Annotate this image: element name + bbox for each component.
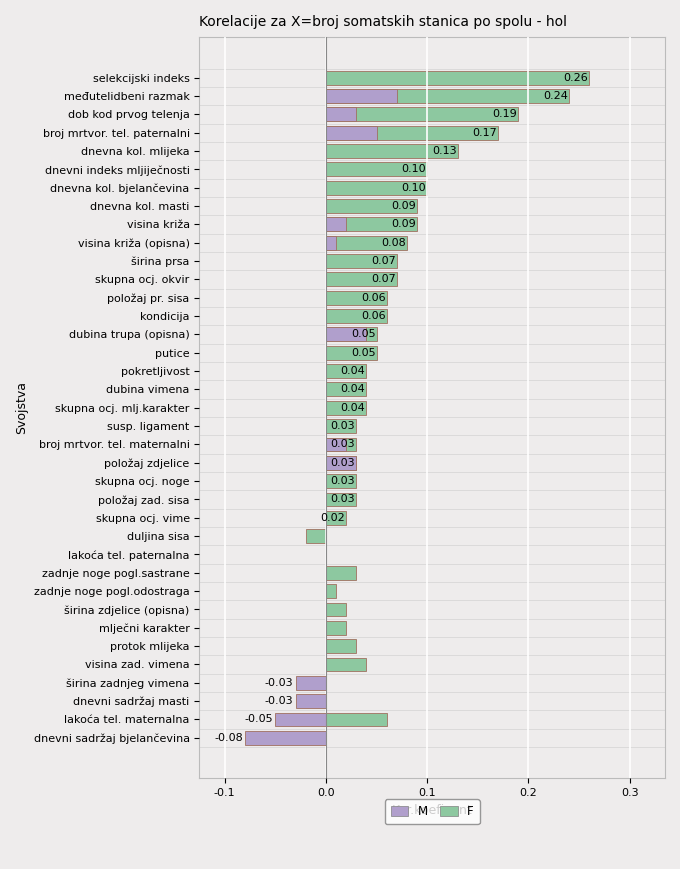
Bar bbox=[326, 456, 356, 469]
Bar bbox=[326, 90, 396, 103]
Bar bbox=[326, 584, 336, 598]
Text: 0.17: 0.17 bbox=[472, 128, 497, 137]
Text: -0.03: -0.03 bbox=[265, 696, 294, 706]
Bar bbox=[326, 401, 367, 415]
Bar bbox=[326, 328, 377, 342]
Text: 0.04: 0.04 bbox=[341, 384, 365, 395]
Legend: M, F: M, F bbox=[385, 799, 479, 825]
Bar bbox=[326, 437, 356, 451]
Text: 0.09: 0.09 bbox=[391, 201, 416, 211]
Text: 0.06: 0.06 bbox=[361, 311, 386, 321]
Text: 0.03: 0.03 bbox=[330, 440, 355, 449]
Bar bbox=[296, 676, 326, 690]
Bar bbox=[326, 291, 387, 304]
Bar bbox=[326, 419, 356, 433]
Bar bbox=[245, 731, 326, 745]
Text: 0.10: 0.10 bbox=[401, 164, 426, 175]
Text: 0.07: 0.07 bbox=[371, 256, 396, 266]
Text: 0.03: 0.03 bbox=[330, 476, 355, 486]
Bar bbox=[326, 144, 458, 158]
Text: 0.24: 0.24 bbox=[543, 91, 568, 101]
Bar bbox=[326, 382, 367, 396]
Bar bbox=[326, 309, 387, 323]
Text: 0.05: 0.05 bbox=[351, 348, 375, 358]
Bar bbox=[326, 254, 396, 268]
Text: 0.06: 0.06 bbox=[361, 293, 386, 302]
Text: 0.05: 0.05 bbox=[351, 329, 375, 340]
Text: 0.19: 0.19 bbox=[492, 109, 517, 119]
Text: 0.03: 0.03 bbox=[330, 421, 355, 431]
Text: 0.13: 0.13 bbox=[432, 146, 456, 156]
Bar bbox=[326, 273, 396, 286]
Text: 0.04: 0.04 bbox=[341, 402, 365, 413]
Bar bbox=[326, 493, 356, 507]
Bar bbox=[296, 694, 326, 708]
Bar bbox=[326, 217, 417, 231]
Text: Korelacije za X=broj somatskih stanica po spolu - hol: Korelacije za X=broj somatskih stanica p… bbox=[199, 15, 567, 29]
Bar bbox=[326, 181, 427, 195]
Bar bbox=[326, 108, 518, 121]
Text: 0.04: 0.04 bbox=[341, 366, 365, 376]
Bar bbox=[326, 346, 377, 360]
Bar bbox=[326, 70, 589, 84]
Text: 0.07: 0.07 bbox=[371, 275, 396, 284]
X-axis label: Kor.koeficent: Kor.koeficent bbox=[392, 804, 473, 817]
Text: 0.03: 0.03 bbox=[330, 458, 355, 468]
Bar bbox=[326, 456, 356, 469]
Bar bbox=[326, 235, 407, 249]
Bar bbox=[326, 199, 417, 213]
Bar bbox=[326, 602, 346, 616]
Text: -0.08: -0.08 bbox=[214, 733, 243, 743]
Text: 0.03: 0.03 bbox=[330, 494, 355, 504]
Bar bbox=[326, 364, 367, 378]
Bar bbox=[326, 108, 356, 121]
Bar bbox=[326, 474, 356, 488]
Text: 0.09: 0.09 bbox=[391, 219, 416, 229]
Text: -0.03: -0.03 bbox=[265, 678, 294, 687]
Bar bbox=[326, 126, 377, 140]
Bar bbox=[306, 529, 326, 543]
Bar bbox=[326, 126, 498, 140]
Text: 0.26: 0.26 bbox=[563, 73, 588, 83]
Bar bbox=[326, 328, 367, 342]
Text: 0.02: 0.02 bbox=[320, 513, 345, 523]
Bar bbox=[326, 640, 356, 653]
Y-axis label: Svojstva: Svojstva bbox=[15, 381, 28, 434]
Bar bbox=[326, 217, 346, 231]
Bar bbox=[275, 713, 326, 726]
Text: 0.10: 0.10 bbox=[401, 182, 426, 193]
Bar bbox=[326, 90, 569, 103]
Bar bbox=[326, 620, 346, 634]
Bar bbox=[326, 511, 346, 525]
Text: -0.05: -0.05 bbox=[245, 714, 273, 725]
Text: 0.08: 0.08 bbox=[381, 238, 406, 248]
Bar bbox=[326, 658, 367, 671]
Bar bbox=[326, 235, 336, 249]
Bar bbox=[326, 713, 387, 726]
Bar bbox=[326, 437, 346, 451]
Bar bbox=[326, 566, 356, 580]
Bar bbox=[326, 163, 427, 176]
